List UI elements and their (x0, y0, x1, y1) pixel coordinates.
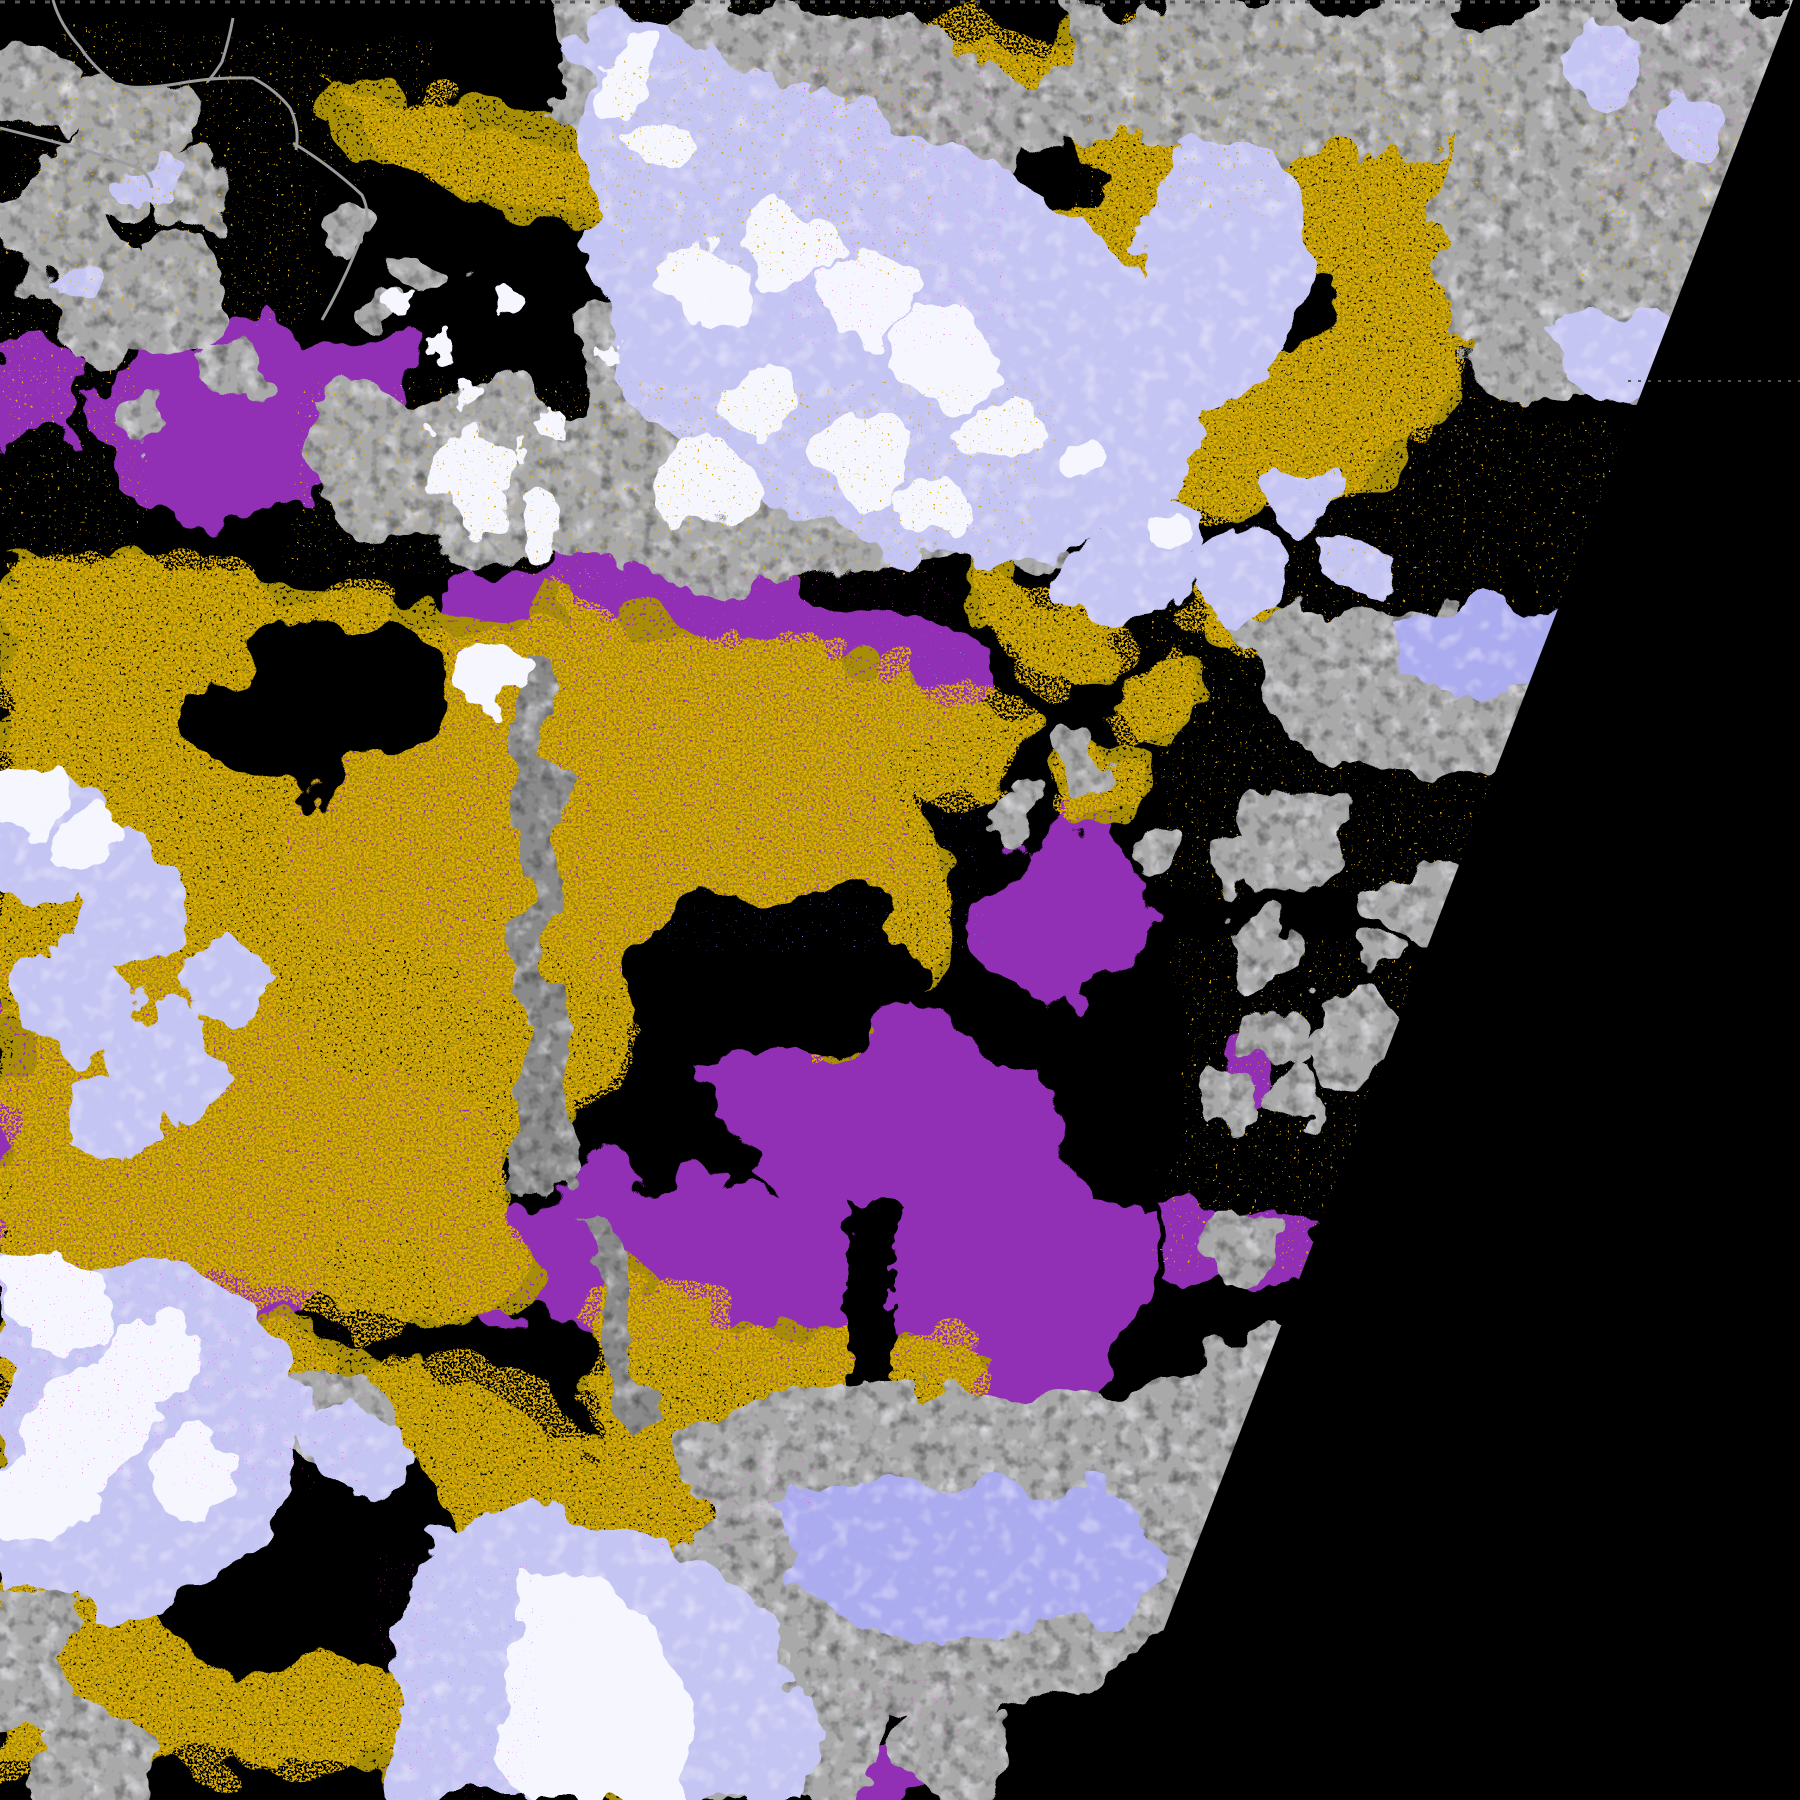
lavender-blob (180, 940, 260, 1020)
gray-puff (30, 1700, 150, 1800)
gray-puff (1220, 910, 1300, 990)
magenta-flecks (620, 1460, 820, 1550)
pale-band-swirl-core (770, 1482, 1167, 1642)
coastline (205, 17, 235, 84)
blue-flecks (650, 650, 980, 950)
lavender-blob (115, 1005, 225, 1115)
lavender-blob (1060, 540, 1140, 620)
coastline-traces (0, 0, 369, 321)
gray-puff (120, 390, 180, 450)
blue-fleck-zones (430, 650, 980, 1750)
coastline (0, 126, 154, 189)
white-cell (60, 820, 120, 880)
gray-puff (1210, 830, 1270, 890)
gray-puff (195, 325, 265, 395)
magenta-flecks (850, 1680, 970, 1740)
gold-overlay (1080, 30, 1520, 220)
white-dot (495, 285, 525, 315)
coastline (51, 0, 299, 151)
andes-streak (505, 640, 572, 1192)
gray-puff (985, 795, 1035, 845)
magenta-flecks (790, 30, 1010, 350)
white-dot (426, 331, 454, 359)
gold-overlay (40, 60, 320, 320)
gray-puff (1200, 1210, 1260, 1270)
lavender-blob (1195, 535, 1285, 625)
gray-puff (1305, 985, 1395, 1075)
black-gap (170, 620, 430, 790)
white-cell (1065, 445, 1115, 495)
white-cell (460, 645, 530, 715)
gray-puff (1358, 938, 1402, 982)
lavender-blob (65, 1075, 155, 1165)
gray-puff (1245, 795, 1355, 905)
andes-streak (585, 1200, 660, 1452)
gray-puff (1250, 1010, 1310, 1070)
gray-puff (1202, 1072, 1258, 1128)
lavender-blob (15, 935, 145, 1065)
gold-overlay (300, 380, 1040, 570)
no-data-wedge (1098, 0, 1800, 1800)
gray-puff (1265, 1065, 1335, 1135)
gray-puff (1400, 860, 1440, 900)
andes-dark-streaks (505, 640, 660, 1452)
gray-puff (328, 218, 372, 262)
gray-puff (1045, 735, 1115, 805)
blue-flecks (430, 1570, 540, 1750)
white-dot (379, 284, 411, 316)
white-dot (600, 340, 620, 360)
magenta-flecks (0, 1210, 360, 1490)
coastline (292, 141, 369, 321)
white-cell (1148, 513, 1192, 557)
white-plume-core (505, 1576, 688, 1800)
gray-puff (1120, 820, 1180, 880)
gray-puff (396, 246, 444, 294)
gold-overlay (1300, 380, 1540, 580)
white-cell (0, 760, 70, 840)
